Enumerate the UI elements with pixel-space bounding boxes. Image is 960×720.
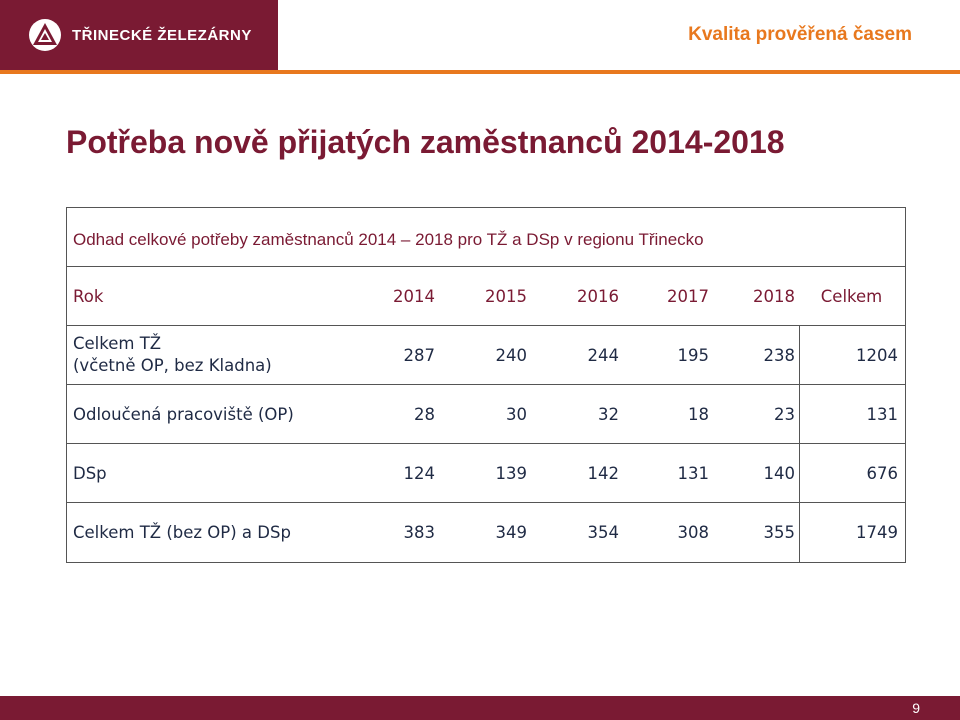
header-cell-2016: 2016 <box>577 286 619 306</box>
page-title: Potřeba nově přijatých zaměstnanců 2014-… <box>66 124 785 160</box>
cell-2015: 349 <box>495 523 528 542</box>
table-row: Celkem TŽ (bez OP) a DSp 383 349 354 308… <box>67 503 905 562</box>
cell-total: 1749 <box>799 503 904 562</box>
header-brand-bar: TŘINECKÉ ŽELEZÁRNY <box>0 0 278 72</box>
cell-2018: 238 <box>763 345 796 365</box>
cell-2018: 355 <box>763 523 796 542</box>
row-label: Celkem TŽ (včetně OP, bez Kladna) <box>67 326 391 384</box>
cell-total: 1204 <box>799 326 904 384</box>
cell-2018: 23 <box>774 404 795 424</box>
company-logo-icon <box>29 19 61 51</box>
table-row: Odloučená pracoviště (OP) 28 30 32 18 23… <box>67 385 905 444</box>
header-cell-2015: 2015 <box>485 286 527 306</box>
page-number: 9 <box>912 700 920 716</box>
cell-2014: 383 <box>403 523 436 542</box>
cell-2017: 195 <box>677 345 710 365</box>
cell-2018: 140 <box>763 463 796 483</box>
cell-2014: 28 <box>414 404 435 424</box>
tagline: Kvalita prověřená časem <box>688 24 912 45</box>
cell-2014: 124 <box>403 463 436 483</box>
row-label: Celkem TŽ (bez OP) a DSp <box>73 523 291 542</box>
cell-2016: 354 <box>587 523 620 542</box>
cell-2015: 30 <box>506 404 527 424</box>
header-divider <box>0 70 960 74</box>
cell-2015: 139 <box>495 463 528 483</box>
employee-table: Odhad celkové potřeby zaměstnanců 2014 –… <box>66 207 906 563</box>
cell-2014: 287 <box>403 345 436 365</box>
cell-total: 676 <box>799 444 904 502</box>
header-cell-year: Rok <box>73 286 104 306</box>
footer-bar <box>0 696 960 720</box>
cell-2016: 244 <box>587 345 620 365</box>
header-cell-total: Celkem <box>820 286 883 306</box>
row-label: DSp <box>73 463 107 483</box>
company-name: TŘINECKÉ ŽELEZÁRNY <box>72 27 252 44</box>
table-row: Celkem TŽ (včetně OP, bez Kladna) 287 24… <box>67 326 905 385</box>
cell-2017: 131 <box>677 463 710 483</box>
header-cell-2018: 2018 <box>753 286 795 306</box>
cell-2017: 18 <box>688 404 709 424</box>
table-header-row: Rok 2014 2015 2016 2017 2018 Celkem <box>67 267 905 326</box>
table-caption: Odhad celkové potřeby zaměstnanců 2014 –… <box>67 208 905 267</box>
row-label-line1: Celkem TŽ <box>73 333 162 353</box>
header-cell-2017: 2017 <box>667 286 709 306</box>
cell-2016: 142 <box>587 463 620 483</box>
header-tagline-area <box>282 0 960 72</box>
header-cell-2014: 2014 <box>393 286 435 306</box>
cell-total: 131 <box>799 385 904 443</box>
row-label: Odloučená pracoviště (OP) <box>73 404 294 424</box>
cell-2017: 308 <box>677 523 710 542</box>
cell-2015: 240 <box>495 345 528 365</box>
cell-2016: 32 <box>598 404 619 424</box>
table-row: DSp 124 139 142 131 140 676 <box>67 444 905 503</box>
row-label-line2: (včetně OP, bez Kladna) <box>73 356 272 375</box>
